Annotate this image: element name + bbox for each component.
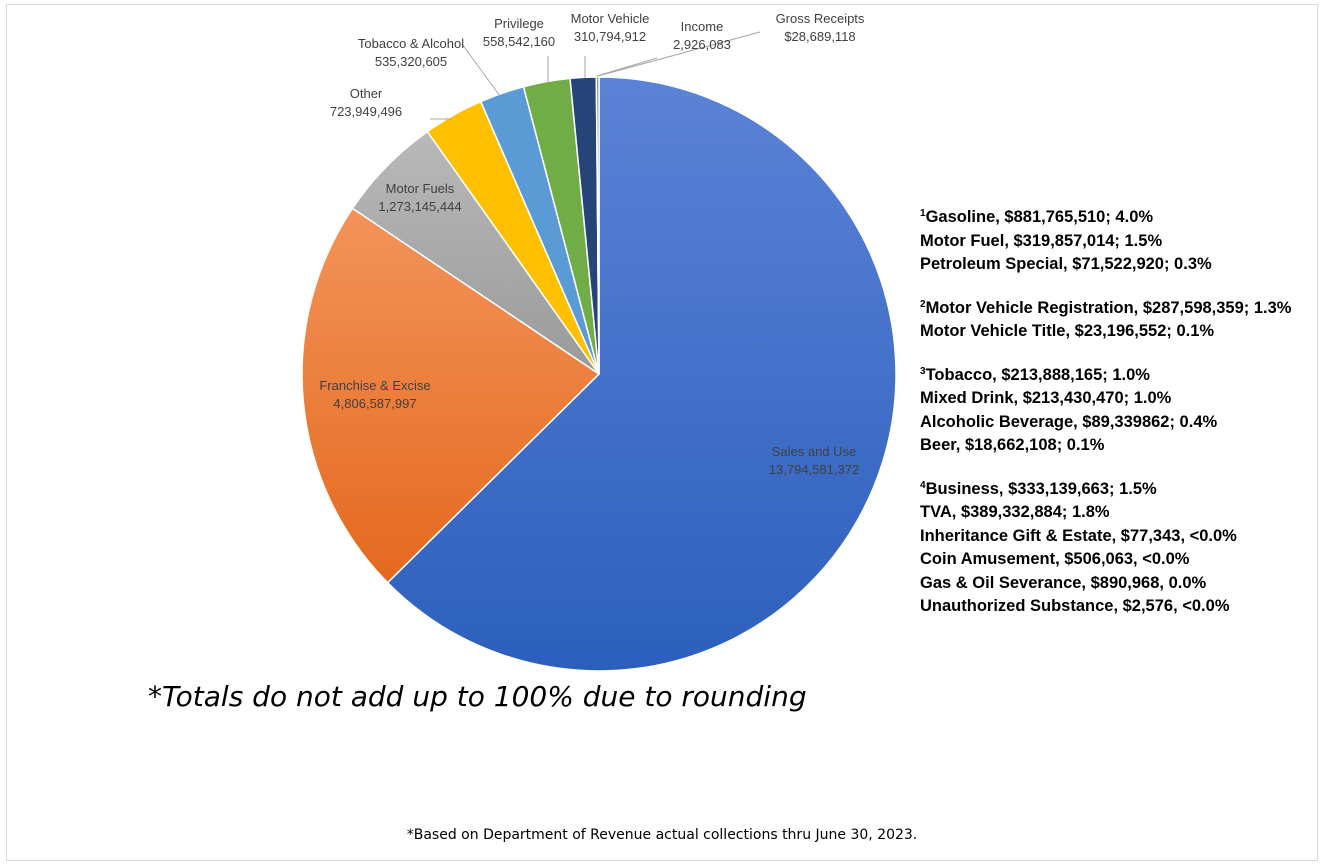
footnote-marker: 3 — [920, 365, 926, 377]
footnote-line: Unauthorized Substance, $2,576, <0.0% — [920, 597, 1230, 615]
footnotes-panel: 1Gasoline, $881,765,510; 4.0% Motor Fuel… — [920, 206, 1320, 639]
footnote-line: Alcoholic Beverage, $89,339862; 0.4% — [920, 412, 1218, 431]
footnote-line: Inheritance Gift & Estate, $77,343, <0.0… — [920, 526, 1237, 545]
footnote-line: Petroleum Special, $71,522,920; 0.3% — [920, 255, 1212, 273]
slice-label-value: 4,806,587,997 — [333, 396, 416, 411]
rounding-note: *Totals do not add up to 100% due to rou… — [148, 680, 807, 713]
footnote-line: 1Gasoline, $881,765,510; 4.0% — [920, 206, 1320, 230]
slice-label-value: 2,926,083 — [673, 37, 731, 52]
leader-line — [596, 57, 658, 77]
footnote-group-1: 1Gasoline, $881,765,510; 4.0% Motor Fuel… — [920, 206, 1320, 277]
footnote-text: Business, $333,139,663; 1.5% — [925, 479, 1157, 498]
footnote-line: 2Motor Vehicle Registration, $287,598,35… — [920, 297, 1315, 321]
pie-slice-gross-receipts — [595, 76, 600, 375]
footnote-marker: 1 — [920, 208, 926, 219]
footnote-text: Motor Vehicle Registration, $287,598,359… — [925, 298, 1292, 317]
slice-label-value: 310,794,912 — [574, 29, 646, 44]
footnote-line: 4Business, $333,139,663; 1.5% — [920, 478, 1320, 502]
slice-label-name: Gross Receipts — [776, 11, 865, 26]
footnote-group-4: 4Business, $333,139,663; 1.5% TVA, $389,… — [920, 478, 1320, 619]
footnote-text: Gasoline, $881,765,510; 4.0% — [925, 208, 1154, 226]
footnote-text: Tobacco, $213,888,165; 1.0% — [925, 365, 1150, 384]
footnote-line: TVA, $389,332,884; 1.8% — [920, 503, 1110, 521]
leader-line — [461, 43, 501, 97]
leader-line — [597, 31, 761, 77]
source-note: *Based on Department of Revenue actual c… — [406, 827, 918, 843]
footnote-line: 3Tobacco, $213,888,165; 1.0% — [920, 364, 1320, 388]
slice-label-name: Franchise & Excise — [319, 378, 430, 393]
slice-label-name: Motor Vehicle — [571, 11, 650, 26]
slice-label-value: 558,542,160 — [483, 34, 555, 49]
footnote-line: Motor Vehicle Title, $23,196,552; 0.1% — [920, 322, 1215, 340]
slice-label-name: Sales and Use — [772, 444, 857, 459]
chart-frame — [6, 4, 1318, 861]
slice-label-value: $28,689,118 — [784, 29, 855, 44]
footnote-marker: 4 — [920, 479, 926, 491]
slice-label-value: 535,320,605 — [375, 54, 447, 69]
slice-label-value: 13,794,581,372 — [769, 462, 859, 477]
footnote-group-2: 2Motor Vehicle Registration, $287,598,35… — [920, 297, 1320, 344]
footnote-marker: 2 — [920, 298, 926, 310]
footnote-line: Gas & Oil Severance, $890,968, 0.0% — [920, 573, 1207, 592]
slice-label-value: 1,273,145,444 — [378, 199, 461, 214]
footnote-line: Mixed Drink, $213,430,470; 1.0% — [920, 389, 1172, 407]
pie-slice-sales-and-use — [386, 76, 897, 672]
slice-label-name: Tobacco & Alcohol — [358, 36, 464, 51]
footnote-line: Coin Amusement, $506,063, <0.0% — [920, 550, 1190, 568]
slice-label-name: Income — [681, 19, 724, 34]
footnote-group-3: 3Tobacco, $213,888,165; 1.0% Mixed Drink… — [920, 364, 1320, 458]
footnote-line: Motor Fuel, $319,857,014; 1.5% — [920, 231, 1163, 250]
footnote-line: Beer, $18,662,108; 0.1% — [920, 436, 1105, 454]
slice-label-name: Other — [350, 86, 383, 101]
slice-label-name: Motor Fuels — [386, 181, 455, 196]
pie-slice-franchise-excise — [301, 207, 601, 584]
slice-label-value: 723,949,496 — [330, 104, 402, 119]
slice-label-name: Privilege — [494, 16, 544, 31]
